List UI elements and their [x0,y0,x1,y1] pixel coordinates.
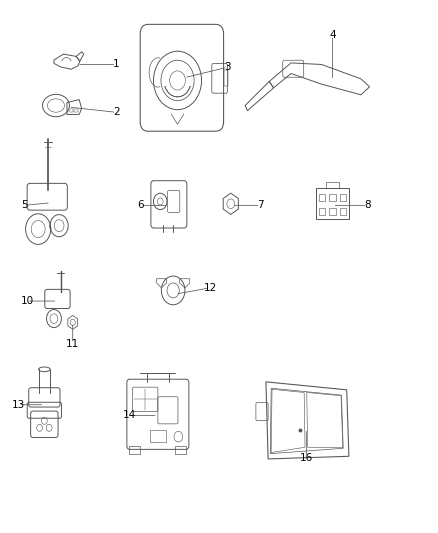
Bar [130,446,141,454]
Bar [150,430,166,442]
Text: 6: 6 [137,200,144,211]
Text: 16: 16 [300,453,313,463]
Text: 4: 4 [329,30,336,41]
Bar [319,195,325,201]
Text: 5: 5 [21,200,28,211]
Bar [316,188,349,219]
Text: 13: 13 [11,400,25,410]
Bar [329,208,336,215]
Text: 11: 11 [66,338,79,349]
Text: 1: 1 [113,60,120,69]
Bar [69,109,73,112]
Bar [329,195,336,201]
Text: 8: 8 [364,200,371,211]
Bar [340,195,346,201]
Text: 12: 12 [204,283,217,293]
Text: 10: 10 [20,296,33,306]
Bar [340,208,346,215]
Bar [319,208,325,215]
Text: 14: 14 [123,410,136,421]
Bar [74,109,78,112]
Bar [223,70,228,86]
Text: 3: 3 [224,62,231,72]
Bar [175,446,186,454]
Text: 2: 2 [113,107,120,117]
Text: 7: 7 [257,200,264,211]
